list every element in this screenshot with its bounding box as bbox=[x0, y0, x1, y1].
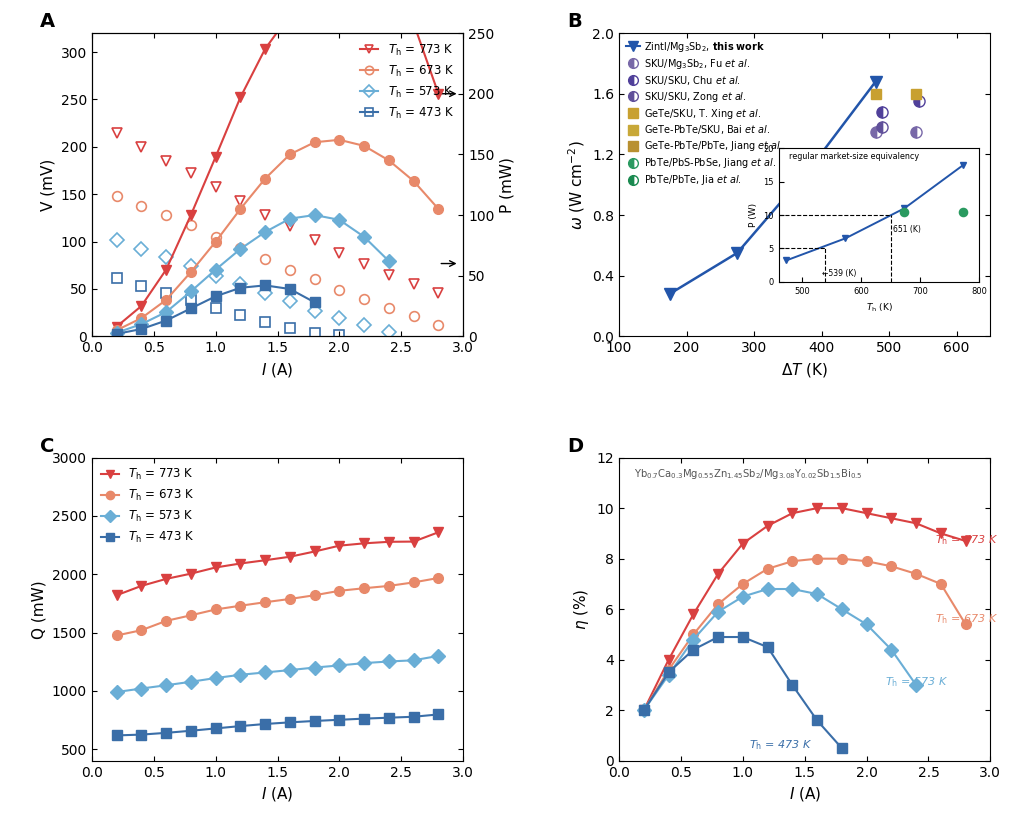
Y-axis label: Q (mW): Q (mW) bbox=[32, 580, 46, 638]
Y-axis label: P (mW): P (mW) bbox=[500, 157, 515, 213]
Text: B: B bbox=[567, 12, 582, 31]
X-axis label: $I$ (A): $I$ (A) bbox=[261, 786, 294, 803]
X-axis label: $I$ (A): $I$ (A) bbox=[261, 361, 294, 379]
X-axis label: $\Delta T$ (K): $\Delta T$ (K) bbox=[781, 361, 828, 379]
Y-axis label: $\eta$ (%): $\eta$ (%) bbox=[572, 589, 591, 630]
Text: $T_\mathrm{h}$ = 773 K: $T_\mathrm{h}$ = 773 K bbox=[934, 533, 998, 547]
Text: Yb$_{0.7}$Ca$_{0.3}$Mg$_{0.55}$Zn$_{1.45}$Sb$_2$/Mg$_{3.08}$Y$_{0.02}$Sb$_{1.5}$: Yb$_{0.7}$Ca$_{0.3}$Mg$_{0.55}$Zn$_{1.45… bbox=[634, 466, 863, 480]
Legend: Zintl/Mg$_3$Sb$_2$, $\mathbf{this\ work}$, SKU/Mg$_3$Sb$_2$, Fu $et\ al.$, SKU/S: Zintl/Mg$_3$Sb$_2$, $\mathbf{this\ work}… bbox=[624, 38, 785, 189]
Text: A: A bbox=[40, 12, 55, 31]
Text: C: C bbox=[40, 437, 54, 456]
Text: $T_\mathrm{h}$ = 573 K: $T_\mathrm{h}$ = 573 K bbox=[885, 675, 949, 689]
Text: $T_\mathrm{h}$ = 473 K: $T_\mathrm{h}$ = 473 K bbox=[749, 739, 813, 752]
Legend: $T_\mathrm{h}$ = 773 K, $T_\mathrm{h}$ = 673 K, $T_\mathrm{h}$ = 573 K, $T_\math: $T_\mathrm{h}$ = 773 K, $T_\mathrm{h}$ =… bbox=[98, 463, 198, 548]
Y-axis label: V (mV): V (mV) bbox=[40, 159, 55, 211]
X-axis label: $I$ (A): $I$ (A) bbox=[788, 786, 821, 803]
Text: $T_\mathrm{h}$ = 673 K: $T_\mathrm{h}$ = 673 K bbox=[934, 612, 998, 626]
Text: D: D bbox=[567, 437, 583, 456]
Legend: $T_\mathrm{h}$ = 773 K, $T_\mathrm{h}$ = 673 K, $T_\mathrm{h}$ = 573 K, $T_\math: $T_\mathrm{h}$ = 773 K, $T_\mathrm{h}$ =… bbox=[357, 39, 457, 124]
Y-axis label: $\omega$ (W cm$^{-2}$): $\omega$ (W cm$^{-2}$) bbox=[566, 140, 586, 230]
